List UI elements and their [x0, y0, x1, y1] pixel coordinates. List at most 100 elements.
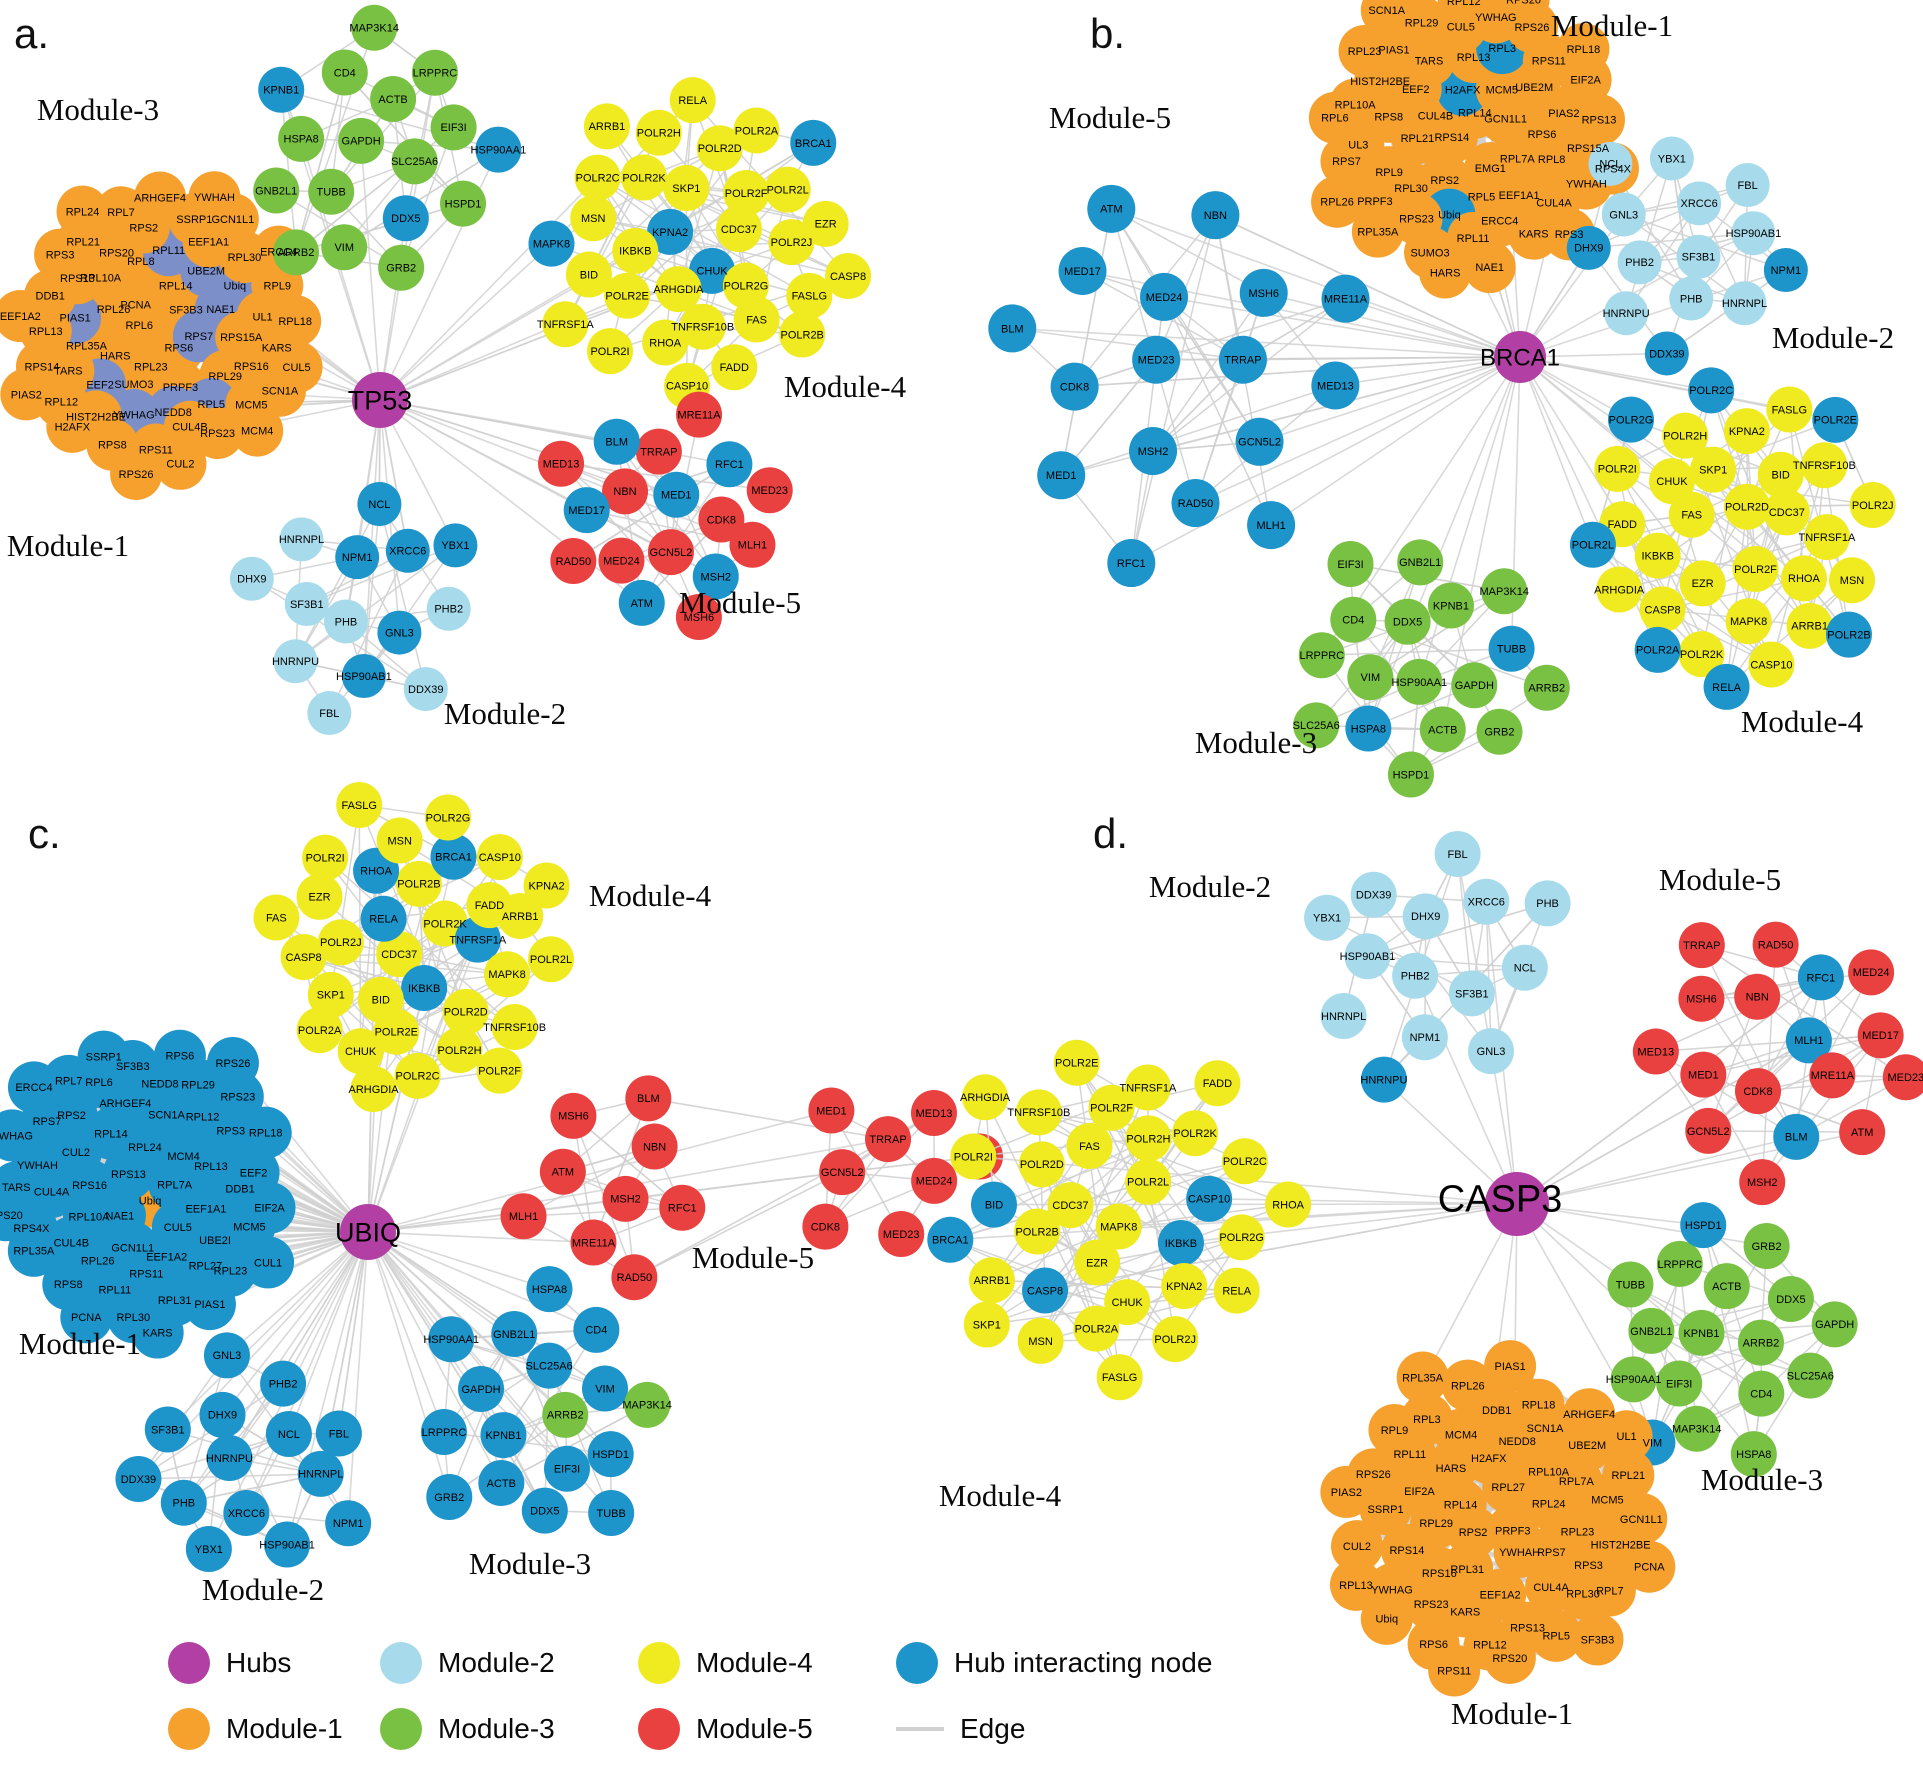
node-EIF3I	[1656, 1360, 1703, 1407]
node-TNFRSF10B	[491, 1003, 538, 1050]
node-label-POLR2C: POLR2C	[1689, 385, 1733, 397]
node-label-RPL30: RPL30	[228, 252, 262, 264]
node-label-GNL3: GNL3	[1609, 209, 1638, 221]
node-TUBB	[308, 168, 355, 215]
node-label-RPL14: RPL14	[159, 281, 193, 293]
node-label-MED13: MED13	[1637, 1046, 1674, 1058]
node-label-FAS: FAS	[1681, 510, 1702, 522]
node-label-TNFRSF1A: TNFRSF1A	[1799, 532, 1857, 544]
node-label-RPL24: RPL24	[66, 206, 100, 218]
node-label-MED1: MED1	[661, 490, 692, 502]
node-label-CDC37: CDC37	[1052, 1200, 1088, 1212]
node-NCL	[357, 481, 402, 526]
node-label-TARS: TARS	[1415, 55, 1444, 67]
node-VIM	[321, 224, 368, 271]
node-FADD	[1194, 1060, 1241, 1107]
node-label-MLH1: MLH1	[1256, 520, 1285, 532]
node-CDK8	[1050, 362, 1099, 411]
node-MSH6	[1239, 268, 1288, 317]
node-label-RAD50: RAD50	[1758, 940, 1793, 952]
node-label-POLR2J: POLR2J	[1852, 500, 1894, 512]
node-label-RPS20: RPS20	[99, 247, 134, 259]
node-MSH6	[675, 594, 722, 641]
node-label-KARS: KARS	[1519, 229, 1549, 241]
node-label-TNFRSF10B: TNFRSF10B	[1007, 1107, 1070, 1119]
node-CUL5	[270, 341, 323, 394]
node-label-RFC1: RFC1	[668, 1203, 697, 1215]
node-label-MED24: MED24	[603, 555, 640, 567]
node-label-HSPA8: HSPA8	[1351, 723, 1386, 735]
node-label-PIAS1: PIAS1	[60, 313, 91, 325]
node-MED17	[1058, 247, 1107, 296]
node-label-MAPK8: MAPK8	[1730, 616, 1767, 628]
node-label-RPL9: RPL9	[1381, 1425, 1409, 1437]
node-label-RFC1: RFC1	[715, 459, 744, 471]
node-label-Ubiq: Ubiq	[1375, 1614, 1398, 1626]
node-label-RPL6: RPL6	[85, 1077, 113, 1089]
node-label-CUL4B: CUL4B	[172, 422, 207, 434]
node-FBL	[307, 691, 352, 736]
node-label-YBX1: YBX1	[1313, 913, 1341, 925]
node-CDK8	[802, 1203, 849, 1250]
node-label-MSN: MSN	[387, 835, 412, 847]
node-label-RAD50: RAD50	[556, 556, 591, 568]
node-label-RPL10A: RPL10A	[1528, 1466, 1570, 1478]
node-label-CUL5: CUL5	[164, 1222, 192, 1234]
node-label-RPL7A: RPL7A	[1559, 1476, 1595, 1488]
node-POLR2D	[1723, 483, 1770, 530]
node-label-HSP90AB1: HSP90AB1	[1340, 951, 1396, 963]
node-label-KARS: KARS	[262, 343, 292, 355]
node-label-RPS16: RPS16	[234, 361, 269, 373]
module-label-module-2: Module-2	[1772, 320, 1894, 355]
labels: PHB2 DHX9 SF3B1 HSP90AB1 XRCC6 NPM1 DDX39 NCL HN…	[932, 810, 1923, 1731]
node-label-RPL26: RPL26	[1320, 197, 1354, 209]
node-PHB2	[1617, 240, 1662, 285]
node-label-PHB: PHB	[172, 1498, 195, 1510]
node-label-FASLG: FASLG	[341, 800, 376, 812]
node-label-POLR2B: POLR2B	[397, 879, 440, 891]
node-label-DDX5: DDX5	[530, 1505, 559, 1517]
node-HSP90AA1	[1396, 658, 1443, 705]
node-DHX9	[199, 1391, 246, 1438]
node-label-RPL35A: RPL35A	[1402, 1372, 1444, 1384]
legend-label-module2: Module-2	[438, 1647, 555, 1678]
node-GRB2	[426, 1473, 473, 1520]
node-SKP1	[1690, 446, 1737, 493]
node-BID	[565, 251, 612, 298]
node-MED13	[538, 440, 585, 487]
node-label-CD4: CD4	[1750, 1389, 1772, 1401]
node-label-TUBB: TUBB	[1497, 644, 1526, 656]
node-label-KPNB1: KPNB1	[1683, 1328, 1719, 1340]
node-POLR2D	[442, 988, 489, 1035]
node-label-ARHGEF4: ARHGEF4	[1563, 1409, 1615, 1421]
node-CUL2	[1330, 1520, 1383, 1573]
node-label-RPS11: RPS11	[1437, 1665, 1471, 1677]
node-label-RPL7A: RPL7A	[1500, 154, 1536, 166]
node-label-IKBKB: IKBKB	[408, 983, 440, 995]
node-POLR2C	[1221, 1138, 1268, 1185]
node-ACTB	[370, 76, 417, 123]
node-RFC1	[706, 441, 753, 488]
nodes	[0, 4, 872, 736]
node-YBX1	[1304, 894, 1351, 941]
node-label-RPL26: RPL26	[1451, 1380, 1485, 1392]
node-POLR2H	[436, 1027, 483, 1074]
node-label-FBL: FBL	[319, 708, 339, 720]
module-label-module-1: Module-1	[1451, 1696, 1573, 1731]
node-label-PHB: PHB	[1536, 898, 1559, 910]
node-label-CD4: CD4	[585, 1325, 607, 1337]
node-KPNB1	[480, 1412, 527, 1459]
node-RFC1	[1107, 539, 1156, 588]
node-HNRNPL	[279, 517, 324, 562]
node-RELA	[669, 77, 716, 124]
node-label-CHUK: CHUK	[1656, 476, 1688, 488]
node-label-HNRNPU: HNRNPU	[1603, 308, 1650, 320]
node-YBX1	[185, 1525, 232, 1572]
node-RPL12	[1437, 0, 1490, 28]
node-label-CASP10: CASP10	[1750, 659, 1792, 671]
node-label-RPS11: RPS11	[129, 1269, 163, 1281]
node-label-HSP90AA1: HSP90AA1	[1391, 677, 1447, 689]
node-SCN1A	[1360, 0, 1413, 37]
node-YWHAG	[0, 1109, 39, 1162]
